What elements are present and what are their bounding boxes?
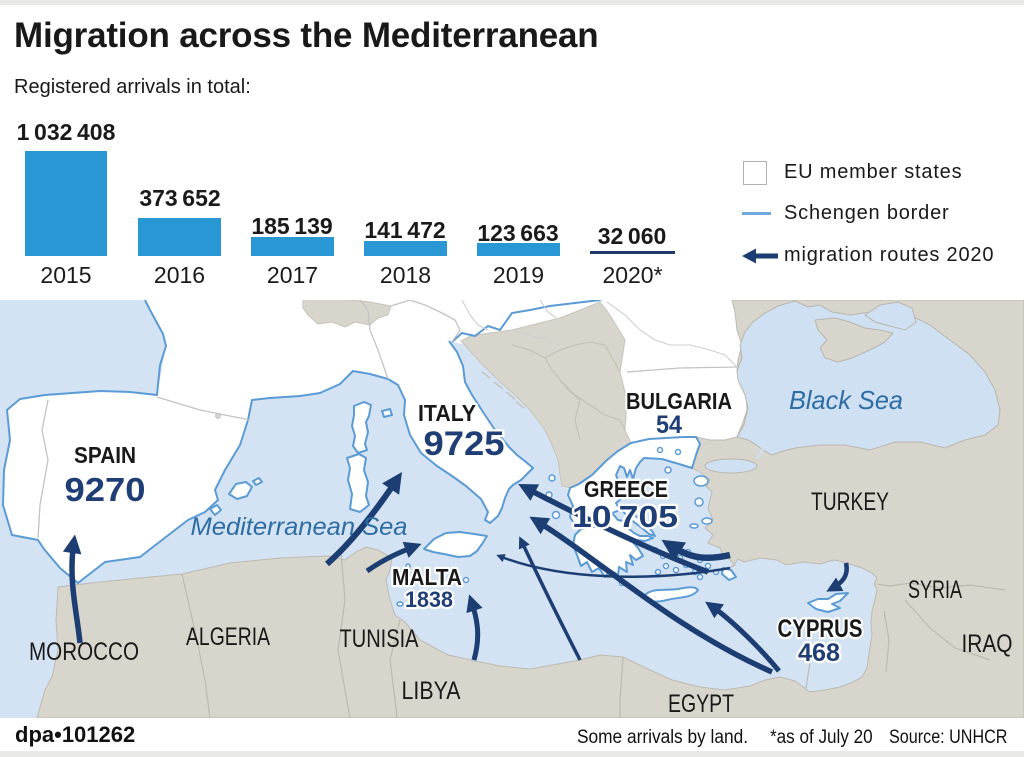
svg-text:TUNISIA: TUNISIA	[340, 625, 419, 653]
svg-text:SYRIA: SYRIA	[908, 576, 962, 604]
svg-text:TURKEY: TURKEY	[811, 488, 889, 516]
svg-text:10 705: 10 705	[572, 499, 678, 534]
svg-text:SPAIN: SPAIN	[74, 442, 136, 468]
svg-text:GREECE: GREECE	[584, 476, 668, 502]
svg-text:EGYPT: EGYPT	[668, 690, 734, 718]
svg-text:MALTA: MALTA	[392, 564, 462, 590]
svg-text:Black Sea: Black Sea	[789, 385, 903, 415]
svg-text:9725: 9725	[424, 425, 505, 463]
svg-text:ALGERIA: ALGERIA	[186, 623, 270, 651]
svg-text:MOROCCO: MOROCCO	[29, 638, 139, 666]
svg-text:LIBYA: LIBYA	[402, 677, 461, 705]
svg-text:CYPRUS: CYPRUS	[778, 615, 863, 643]
svg-text:54: 54	[656, 411, 682, 439]
svg-text:468: 468	[798, 639, 840, 667]
svg-text:Mediterranean Sea: Mediterranean Sea	[191, 513, 408, 541]
svg-text:BULGARIA: BULGARIA	[626, 388, 732, 414]
svg-text:1838: 1838	[405, 587, 453, 612]
svg-text:ITALY: ITALY	[418, 400, 476, 426]
svg-text:IRAQ: IRAQ	[962, 630, 1013, 658]
svg-text:9270: 9270	[65, 471, 146, 508]
